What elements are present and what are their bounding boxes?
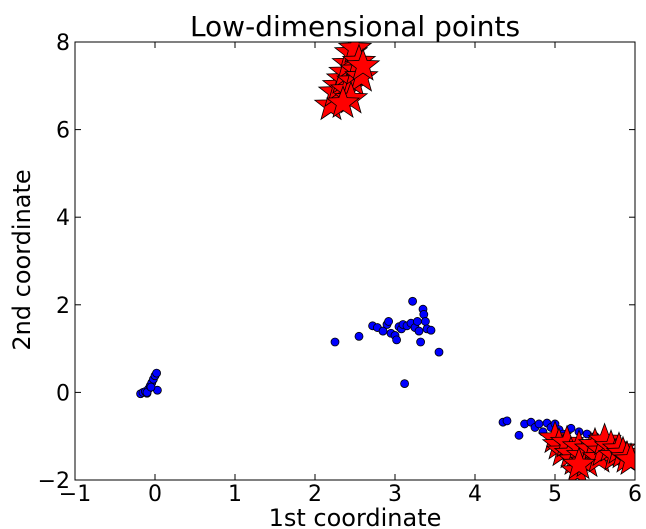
circle-point [426,325,436,335]
y-tick-label: 2 [56,294,70,319]
star-point [345,47,381,81]
x-tick-label: 2 [308,482,322,507]
circle-point [152,368,162,378]
y-tick-label: 6 [56,119,70,144]
star-point [344,58,379,92]
axis-ticks: −1 0 1 2 3 4 5 6 −2 0 2 4 6 8 [38,31,642,507]
x-tick-label: 4 [468,482,482,507]
x-tick-label: 1 [228,482,242,507]
circle-point [416,337,426,347]
circle-point [514,430,524,440]
star-point [333,80,369,114]
x-axis-label: 1st coordinate [269,504,442,529]
star-point [561,446,597,480]
circle-point [534,419,544,429]
circle-point [146,382,156,392]
x-tick-label: 6 [628,482,642,507]
star-point [325,85,361,119]
circle-point [414,326,424,336]
x-tick-label: −1 [59,482,91,507]
plot-area [136,42,635,480]
x-tick-label: 5 [548,482,562,507]
y-axis-label: 2nd coordinate [8,169,36,350]
circle-point [434,347,444,357]
circle-point [400,379,410,389]
circle-point [378,326,388,336]
circle-point [408,296,418,306]
plot-frame [74,41,636,481]
star-point [613,442,635,475]
circle-point [354,331,364,341]
circle-point [330,337,340,347]
circle-point [420,317,430,326]
y-tick-label: 8 [56,31,70,56]
chart-title: Low-dimensional points [190,10,520,43]
x-tick-label: 0 [148,482,162,507]
x-tick-label: 3 [388,482,402,507]
circle-point [392,335,402,345]
y-tick-label: −2 [38,469,70,494]
y-tick-label: 0 [56,381,70,406]
circle-point [384,317,394,326]
circle-point [412,317,422,326]
y-tick-label: 4 [56,206,70,231]
circle-point [502,416,512,426]
